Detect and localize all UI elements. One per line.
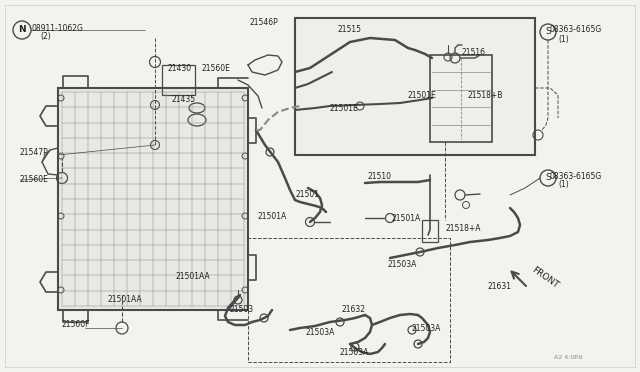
Text: 21430: 21430 [168, 64, 192, 73]
Text: 21435: 21435 [172, 95, 196, 104]
Text: 21501AA: 21501AA [175, 272, 210, 281]
Text: 21631: 21631 [488, 282, 512, 291]
Text: 21503A: 21503A [388, 260, 417, 269]
Text: A2 4:0P.6: A2 4:0P.6 [554, 355, 583, 360]
Bar [162, 65, 195, 95]
Text: 21501: 21501 [295, 190, 319, 199]
Text: 21518+A: 21518+A [445, 224, 481, 233]
Text: 08363-6165G: 08363-6165G [550, 172, 602, 181]
Text: 21560E: 21560E [202, 64, 231, 73]
Text: (1): (1) [558, 35, 569, 44]
Text: 21560E: 21560E [20, 175, 49, 184]
Bar [430, 55, 492, 142]
Bar [58, 88, 248, 310]
Text: 21518+B: 21518+B [468, 91, 504, 100]
Text: 21547P: 21547P [20, 148, 49, 157]
Text: FRONT: FRONT [530, 266, 560, 291]
Text: 21503A: 21503A [340, 348, 369, 357]
Text: 21501E: 21501E [408, 91, 436, 100]
Text: 21560F: 21560F [62, 320, 90, 329]
Text: 21632: 21632 [342, 305, 366, 314]
Text: S: S [545, 173, 551, 183]
Text: N: N [18, 26, 26, 35]
Text: 21501A: 21501A [392, 214, 421, 223]
Text: 21516: 21516 [462, 48, 486, 57]
Text: 21515: 21515 [338, 25, 362, 34]
Text: 08911-1062G: 08911-1062G [32, 24, 84, 33]
Bar [422, 220, 438, 242]
Text: 21501E: 21501E [330, 104, 359, 113]
Text: 21546P: 21546P [250, 18, 279, 27]
Text: (1): (1) [558, 180, 569, 189]
Text: 21510: 21510 [368, 172, 392, 181]
Text: (2): (2) [40, 32, 51, 41]
Text: 21503A: 21503A [412, 324, 442, 333]
Text: 21503A: 21503A [305, 328, 334, 337]
Text: 21501AA: 21501AA [108, 295, 143, 304]
Text: 21503: 21503 [230, 305, 254, 314]
Text: 08363-6165G: 08363-6165G [550, 25, 602, 34]
Text: S: S [545, 28, 551, 36]
Text: 21501A: 21501A [258, 212, 287, 221]
Bar [295, 18, 535, 155]
